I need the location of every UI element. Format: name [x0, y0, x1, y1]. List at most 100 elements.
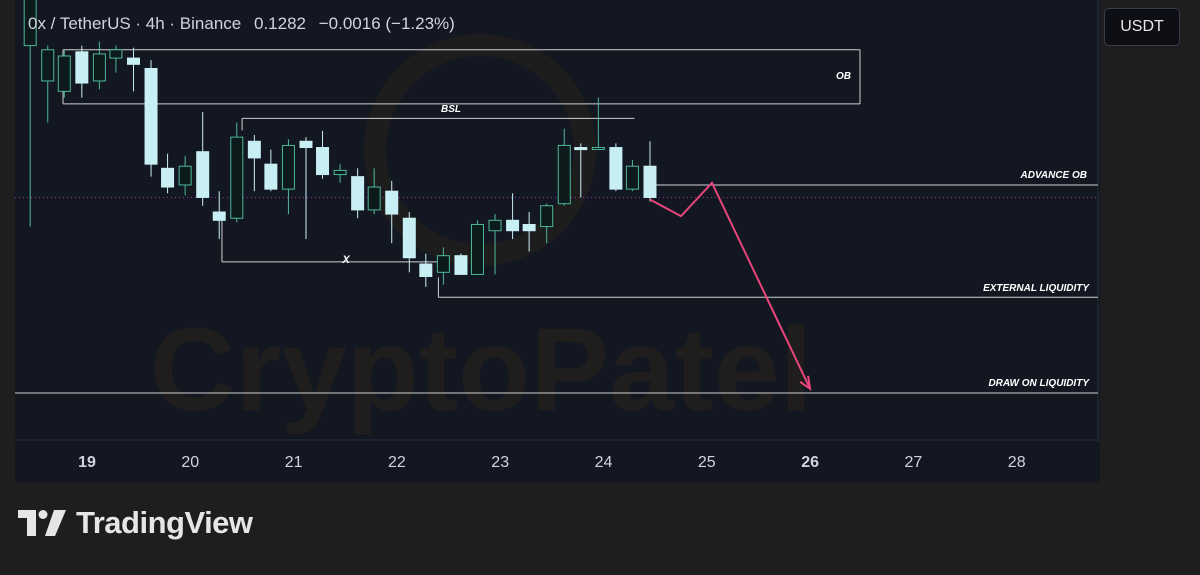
candle-down [574, 143, 588, 198]
candle-body [540, 205, 554, 228]
candle-body [506, 219, 520, 232]
candle-down [643, 141, 657, 202]
candle-body [470, 223, 484, 275]
candle-down [75, 45, 89, 98]
candle-up [436, 247, 450, 285]
candlestick-chart[interactable]: CryptoPatel0.13500.13000.12500.120019202… [15, 0, 1100, 482]
candle-up [591, 97, 605, 151]
x-tick-label: 24 [595, 454, 613, 471]
candle-down [316, 130, 330, 179]
candle-body [75, 51, 89, 84]
candle-up [488, 214, 502, 275]
candle-body [109, 49, 123, 59]
price-change: −0.0016 (−1.23%) [318, 14, 455, 33]
candle-body [281, 144, 295, 190]
candle-body [367, 186, 381, 211]
x-tick-label: 22 [388, 454, 406, 471]
candle-down [506, 193, 520, 240]
last-price: 0.1282 [253, 14, 306, 33]
candle-down [522, 212, 536, 252]
candle-body [591, 147, 605, 151]
candle-down [351, 168, 365, 219]
candle-body [41, 49, 55, 82]
candle-body [247, 140, 261, 159]
candle-down [454, 253, 468, 275]
x-level-label: X [341, 254, 350, 266]
symbol-header: 0x / TetherUS · 4h · Binance 0.1282 −0.0… [28, 14, 455, 34]
candle-up [470, 220, 484, 275]
footer-brand: TradingView [18, 505, 253, 541]
candle-down [144, 60, 158, 177]
candle-body [351, 176, 365, 211]
currency-button[interactable]: USDT [1104, 8, 1180, 46]
candle-body [419, 263, 433, 277]
candle-body [126, 57, 140, 65]
candle-down [126, 47, 140, 92]
candle-body [178, 165, 192, 186]
candle-body [436, 255, 450, 273]
tradingview-logo-icon [18, 510, 66, 536]
x-tick-label: 25 [698, 454, 716, 471]
candle-body [144, 67, 158, 165]
candle-up [23, 0, 37, 227]
ob-label: OB [836, 71, 851, 82]
x-tick-label: 19 [78, 454, 96, 471]
candle-down [299, 137, 313, 240]
external-liquidity-label: EXTERNAL LIQUIDITY [983, 283, 1090, 294]
candle-up [281, 139, 295, 215]
candle-up [230, 122, 244, 223]
candle-body [625, 165, 639, 190]
brand-name: TradingView [76, 505, 253, 540]
candle-body [299, 140, 313, 149]
candle-body [522, 223, 536, 232]
candle-body [57, 55, 71, 92]
candle-up [92, 41, 106, 90]
projection-path [649, 181, 812, 390]
candle-up [367, 168, 381, 215]
candle-body [557, 144, 571, 205]
x-tick-label: 28 [1008, 454, 1026, 471]
candle-down [419, 253, 433, 287]
candle-body [333, 169, 347, 176]
candle-body [316, 147, 330, 176]
candle-body [212, 211, 226, 221]
candle-down [609, 143, 623, 192]
candle-body [454, 255, 468, 275]
draw-on-liquidity-label: DRAW ON LIQUIDITY [988, 378, 1090, 389]
candle-up [557, 128, 571, 206]
candle-up [109, 45, 123, 73]
candle-body [643, 165, 657, 198]
x-tick-label: 27 [905, 454, 923, 471]
candle-body [161, 167, 175, 188]
candle-up [57, 49, 71, 98]
symbol-title[interactable]: 0x / TetherUS · 4h · Binance [28, 14, 242, 33]
candle-down [264, 149, 278, 192]
candle-up [41, 45, 55, 123]
projection-arrowhead-icon [799, 375, 812, 391]
advance-ob-label: ADVANCE OB [1020, 170, 1087, 181]
candle-up [540, 203, 554, 244]
candle-body [196, 151, 210, 198]
x-tick-label: 21 [285, 454, 303, 471]
candle-body [609, 147, 623, 190]
candle-body [574, 147, 588, 151]
candle-up [625, 160, 639, 192]
candle-down [385, 180, 399, 244]
candle-down [161, 153, 175, 194]
candle-up [178, 155, 192, 196]
candle-body [385, 190, 399, 215]
candle-down [402, 212, 416, 273]
candle-up [333, 164, 347, 183]
chart-frame: CryptoPatel0.13500.13000.12500.120019202… [15, 0, 1100, 482]
candle-body [402, 217, 416, 259]
watermark-text: CryptoPatel [150, 304, 812, 436]
candle-body [92, 53, 106, 82]
candle-body [23, 0, 37, 47]
candle-down [196, 112, 210, 206]
x-tick-label: 20 [181, 454, 199, 471]
candle-down [247, 135, 261, 192]
candle-body [488, 219, 502, 232]
candle-body [230, 136, 244, 219]
bsl-label: BSL [441, 104, 461, 115]
x-tick-label: 26 [801, 454, 819, 471]
